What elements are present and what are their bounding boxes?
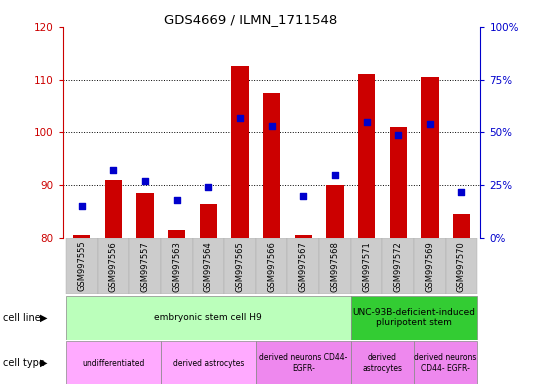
- Point: [109, 167, 118, 174]
- Text: GSM997569: GSM997569: [425, 241, 435, 291]
- Bar: [319, 238, 351, 294]
- Bar: [421, 77, 438, 238]
- Bar: [224, 238, 256, 294]
- Bar: [200, 204, 217, 238]
- Text: GSM997566: GSM997566: [267, 241, 276, 292]
- Text: GSM997556: GSM997556: [109, 241, 118, 291]
- Text: GSM997570: GSM997570: [457, 241, 466, 291]
- Text: cell line: cell line: [3, 313, 40, 323]
- Text: ▶: ▶: [40, 313, 48, 323]
- Bar: [256, 238, 287, 294]
- Bar: [129, 238, 161, 294]
- Text: derived neurons
CD44- EGFR-: derived neurons CD44- EGFR-: [414, 353, 477, 373]
- Point: [457, 189, 466, 195]
- Bar: [351, 296, 477, 340]
- Point: [425, 121, 434, 127]
- Point: [299, 193, 307, 199]
- Text: derived neurons CD44-
EGFR-: derived neurons CD44- EGFR-: [259, 353, 347, 373]
- Bar: [389, 127, 407, 238]
- Text: embryonic stem cell H9: embryonic stem cell H9: [155, 313, 262, 322]
- Point: [330, 172, 339, 178]
- Point: [173, 197, 181, 203]
- Text: UNC-93B-deficient-induced
pluripotent stem: UNC-93B-deficient-induced pluripotent st…: [353, 308, 476, 328]
- Bar: [98, 238, 129, 294]
- Bar: [414, 238, 446, 294]
- Bar: [161, 341, 256, 384]
- Text: derived
astrocytes: derived astrocytes: [363, 353, 402, 373]
- Title: GDS4669 / ILMN_1711548: GDS4669 / ILMN_1711548: [164, 13, 337, 26]
- Bar: [295, 235, 312, 238]
- Point: [141, 178, 150, 184]
- Text: GSM997563: GSM997563: [172, 241, 181, 292]
- Text: derived astrocytes: derived astrocytes: [173, 359, 244, 367]
- Bar: [232, 66, 248, 238]
- Text: ▶: ▶: [40, 358, 48, 368]
- Bar: [287, 238, 319, 294]
- Bar: [351, 238, 382, 294]
- Text: GSM997571: GSM997571: [362, 241, 371, 291]
- Bar: [136, 193, 154, 238]
- Bar: [358, 74, 375, 238]
- Text: GSM997565: GSM997565: [235, 241, 245, 291]
- Bar: [351, 341, 414, 384]
- Text: GSM997567: GSM997567: [299, 241, 308, 292]
- Bar: [73, 235, 91, 238]
- Bar: [66, 341, 161, 384]
- Bar: [453, 214, 470, 238]
- Point: [204, 184, 213, 190]
- Point: [236, 114, 245, 121]
- Point: [362, 119, 371, 125]
- Bar: [446, 238, 477, 294]
- Bar: [66, 296, 351, 340]
- Text: GSM997572: GSM997572: [394, 241, 403, 291]
- Point: [394, 131, 402, 137]
- Bar: [168, 230, 186, 238]
- Text: GSM997564: GSM997564: [204, 241, 213, 291]
- Bar: [66, 238, 98, 294]
- Bar: [161, 238, 193, 294]
- Text: GSM997555: GSM997555: [78, 241, 86, 291]
- Bar: [326, 185, 343, 238]
- Point: [268, 123, 276, 129]
- Point: [78, 203, 86, 209]
- Bar: [105, 180, 122, 238]
- Bar: [414, 341, 477, 384]
- Bar: [263, 93, 280, 238]
- Text: cell type: cell type: [3, 358, 45, 368]
- Bar: [256, 341, 351, 384]
- Bar: [193, 238, 224, 294]
- Bar: [382, 238, 414, 294]
- Text: GSM997557: GSM997557: [140, 241, 150, 291]
- Text: undifferentiated: undifferentiated: [82, 359, 145, 367]
- Text: GSM997568: GSM997568: [330, 241, 340, 292]
